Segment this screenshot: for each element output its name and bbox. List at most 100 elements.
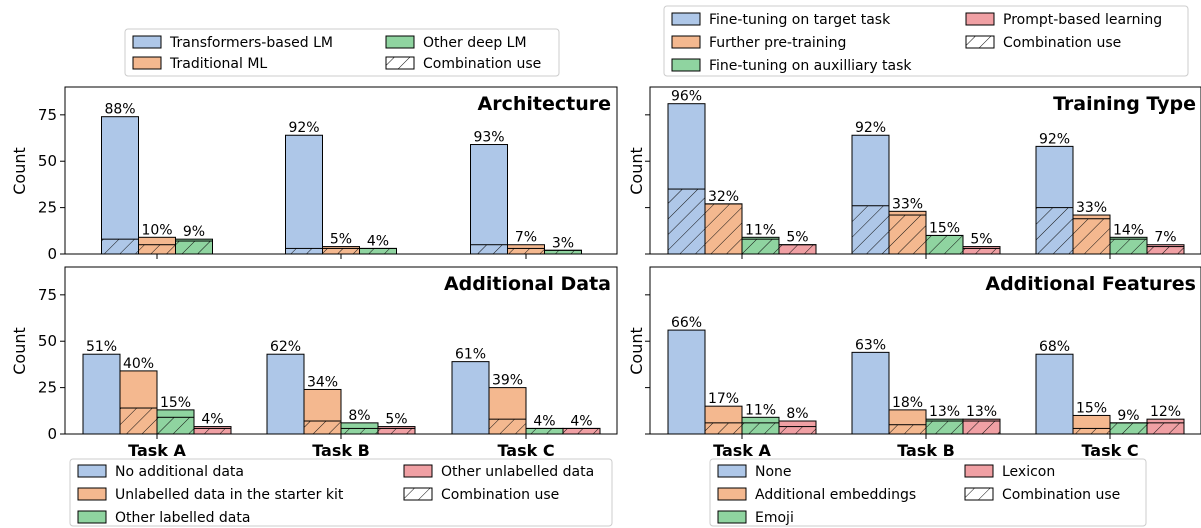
data-label: 5%	[385, 412, 407, 428]
bar	[285, 134, 323, 255]
bar-combination-hatch	[925, 234, 964, 255]
data-label: 7%	[1154, 230, 1176, 246]
bar-combination-hatch	[925, 420, 964, 435]
legend-swatch-fine-tuning-auxilliary	[671, 58, 701, 72]
legend-additional-features: None Additional embeddings Emoji Lexicon…	[709, 458, 1147, 527]
bar-combination-hatch	[193, 427, 232, 435]
bar-combination-hatch	[667, 188, 706, 255]
legend-label: Other unlabelled data	[441, 464, 594, 480]
data-label: 96%	[671, 89, 702, 105]
data-label: 17%	[708, 391, 739, 407]
data-label: 9%	[183, 224, 205, 240]
panel-title-additional-features: Additional Features	[985, 273, 1196, 295]
legend-label: Prompt-based learning	[1003, 12, 1162, 28]
x-tick-label-task-a: Task A	[128, 441, 186, 460]
data-label: 15%	[1076, 400, 1107, 416]
bar-combination-hatch	[778, 244, 817, 255]
y-axis-label: Count	[627, 327, 646, 375]
bar-combination-hatch	[888, 424, 927, 435]
data-label: 15%	[929, 220, 960, 236]
panel-title-additional-data: Additional Data	[444, 273, 611, 295]
legend-label: Lexicon	[1002, 464, 1055, 480]
legend-label: No additional data	[115, 464, 244, 480]
data-label: 88%	[104, 102, 135, 118]
y-tick-label: 0	[47, 425, 57, 443]
data-label: 32%	[708, 189, 739, 205]
data-label: 92%	[855, 120, 886, 136]
data-label: 12%	[1150, 404, 1181, 420]
bar	[470, 144, 508, 255]
data-label: 5%	[970, 232, 992, 248]
legend-swatch-additional-embeddings	[717, 487, 747, 501]
bar-combination-hatch	[175, 240, 213, 255]
data-label: 51%	[86, 339, 117, 355]
data-label: 8%	[786, 406, 808, 422]
data-label: 4%	[533, 413, 555, 429]
legend-swatch-combination	[403, 487, 433, 501]
data-label: 40%	[123, 356, 154, 372]
legend-label: Further pre-training	[709, 35, 846, 51]
x-tick-label-task-b: Task B	[897, 441, 955, 460]
y-axis-label: Count	[10, 147, 29, 195]
bar-combination-hatch	[888, 214, 927, 255]
legend-swatch-other-unlabelled	[403, 464, 433, 478]
legend-swatch-transformers	[132, 35, 162, 49]
y-tick-label: 75	[38, 286, 57, 304]
bar-combination-hatch	[562, 427, 601, 435]
legend-label: Unlabelled data in the starter kit	[115, 487, 344, 503]
legend-label: Combination use	[1003, 35, 1121, 51]
data-label: 15%	[160, 395, 191, 411]
panel-title-training-type: Training Type	[1053, 93, 1196, 115]
legend-label: Combination use	[1002, 487, 1120, 503]
data-label: 34%	[307, 374, 338, 390]
data-label: 66%	[671, 315, 702, 331]
bar-combination-hatch	[1072, 218, 1111, 255]
bar-combination-hatch	[741, 422, 780, 435]
data-label: 13%	[929, 404, 960, 420]
legend-swatch-fine-tuning-target	[671, 12, 701, 26]
bar-combination-hatch	[303, 420, 342, 435]
x-tick-label-task-a: Task A	[713, 441, 771, 460]
data-label: 4%	[201, 412, 223, 428]
bar-combination-hatch	[851, 205, 890, 255]
legend-swatch-combination	[965, 35, 995, 49]
legend-label: Combination use	[423, 56, 541, 72]
bar-combination-hatch	[1146, 246, 1185, 255]
legend-swatch-other-deep-lm	[385, 35, 415, 49]
legend-swatch-traditional-ml	[132, 56, 162, 70]
data-label: 5%	[786, 230, 808, 246]
bar-combination-hatch	[285, 247, 323, 255]
y-tick-label: 75	[38, 106, 57, 124]
data-label: 10%	[141, 222, 172, 238]
bar-combination-hatch	[741, 238, 780, 255]
bar-combination-hatch	[507, 247, 545, 255]
data-label: 61%	[455, 347, 486, 363]
data-label: 68%	[1039, 339, 1070, 355]
legend-swatch-lexicon	[964, 464, 994, 478]
bar-combination-hatch	[1035, 207, 1074, 255]
bar	[1035, 353, 1074, 435]
legend-label: Traditional ML	[169, 56, 267, 72]
bar-combination-hatch	[962, 247, 1001, 255]
bar-combination-hatch	[138, 244, 176, 255]
data-label: 5%	[330, 232, 352, 248]
data-label: 62%	[270, 339, 301, 355]
panel-title-architecture: Architecture	[478, 93, 611, 115]
bar-combination-hatch	[470, 244, 508, 255]
legend-label: Fine-tuning on target task	[709, 12, 891, 28]
y-axis-label: Count	[10, 327, 29, 375]
bar-combination-hatch	[101, 238, 139, 255]
bar-combination-hatch	[119, 407, 158, 435]
legend-label: Other labelled data	[115, 510, 250, 526]
bar	[667, 329, 706, 435]
bar-combination-hatch	[1109, 238, 1148, 255]
legend-swatch-combination	[964, 487, 994, 501]
bar-combination-hatch	[322, 247, 360, 255]
data-label: 4%	[570, 413, 592, 429]
x-tick-label-task-c: Task C	[497, 441, 554, 460]
y-tick-label: 50	[38, 152, 57, 170]
chart-marks: 0 25 50 75 88% 10% 9% 92% 5% 4% 93% 7% 3% 96% 32% 11% 5%…	[38, 89, 1185, 443]
legend-label: Transformers-based LM	[169, 35, 333, 51]
y-tick-label: 50	[38, 332, 57, 350]
bar	[451, 361, 490, 435]
